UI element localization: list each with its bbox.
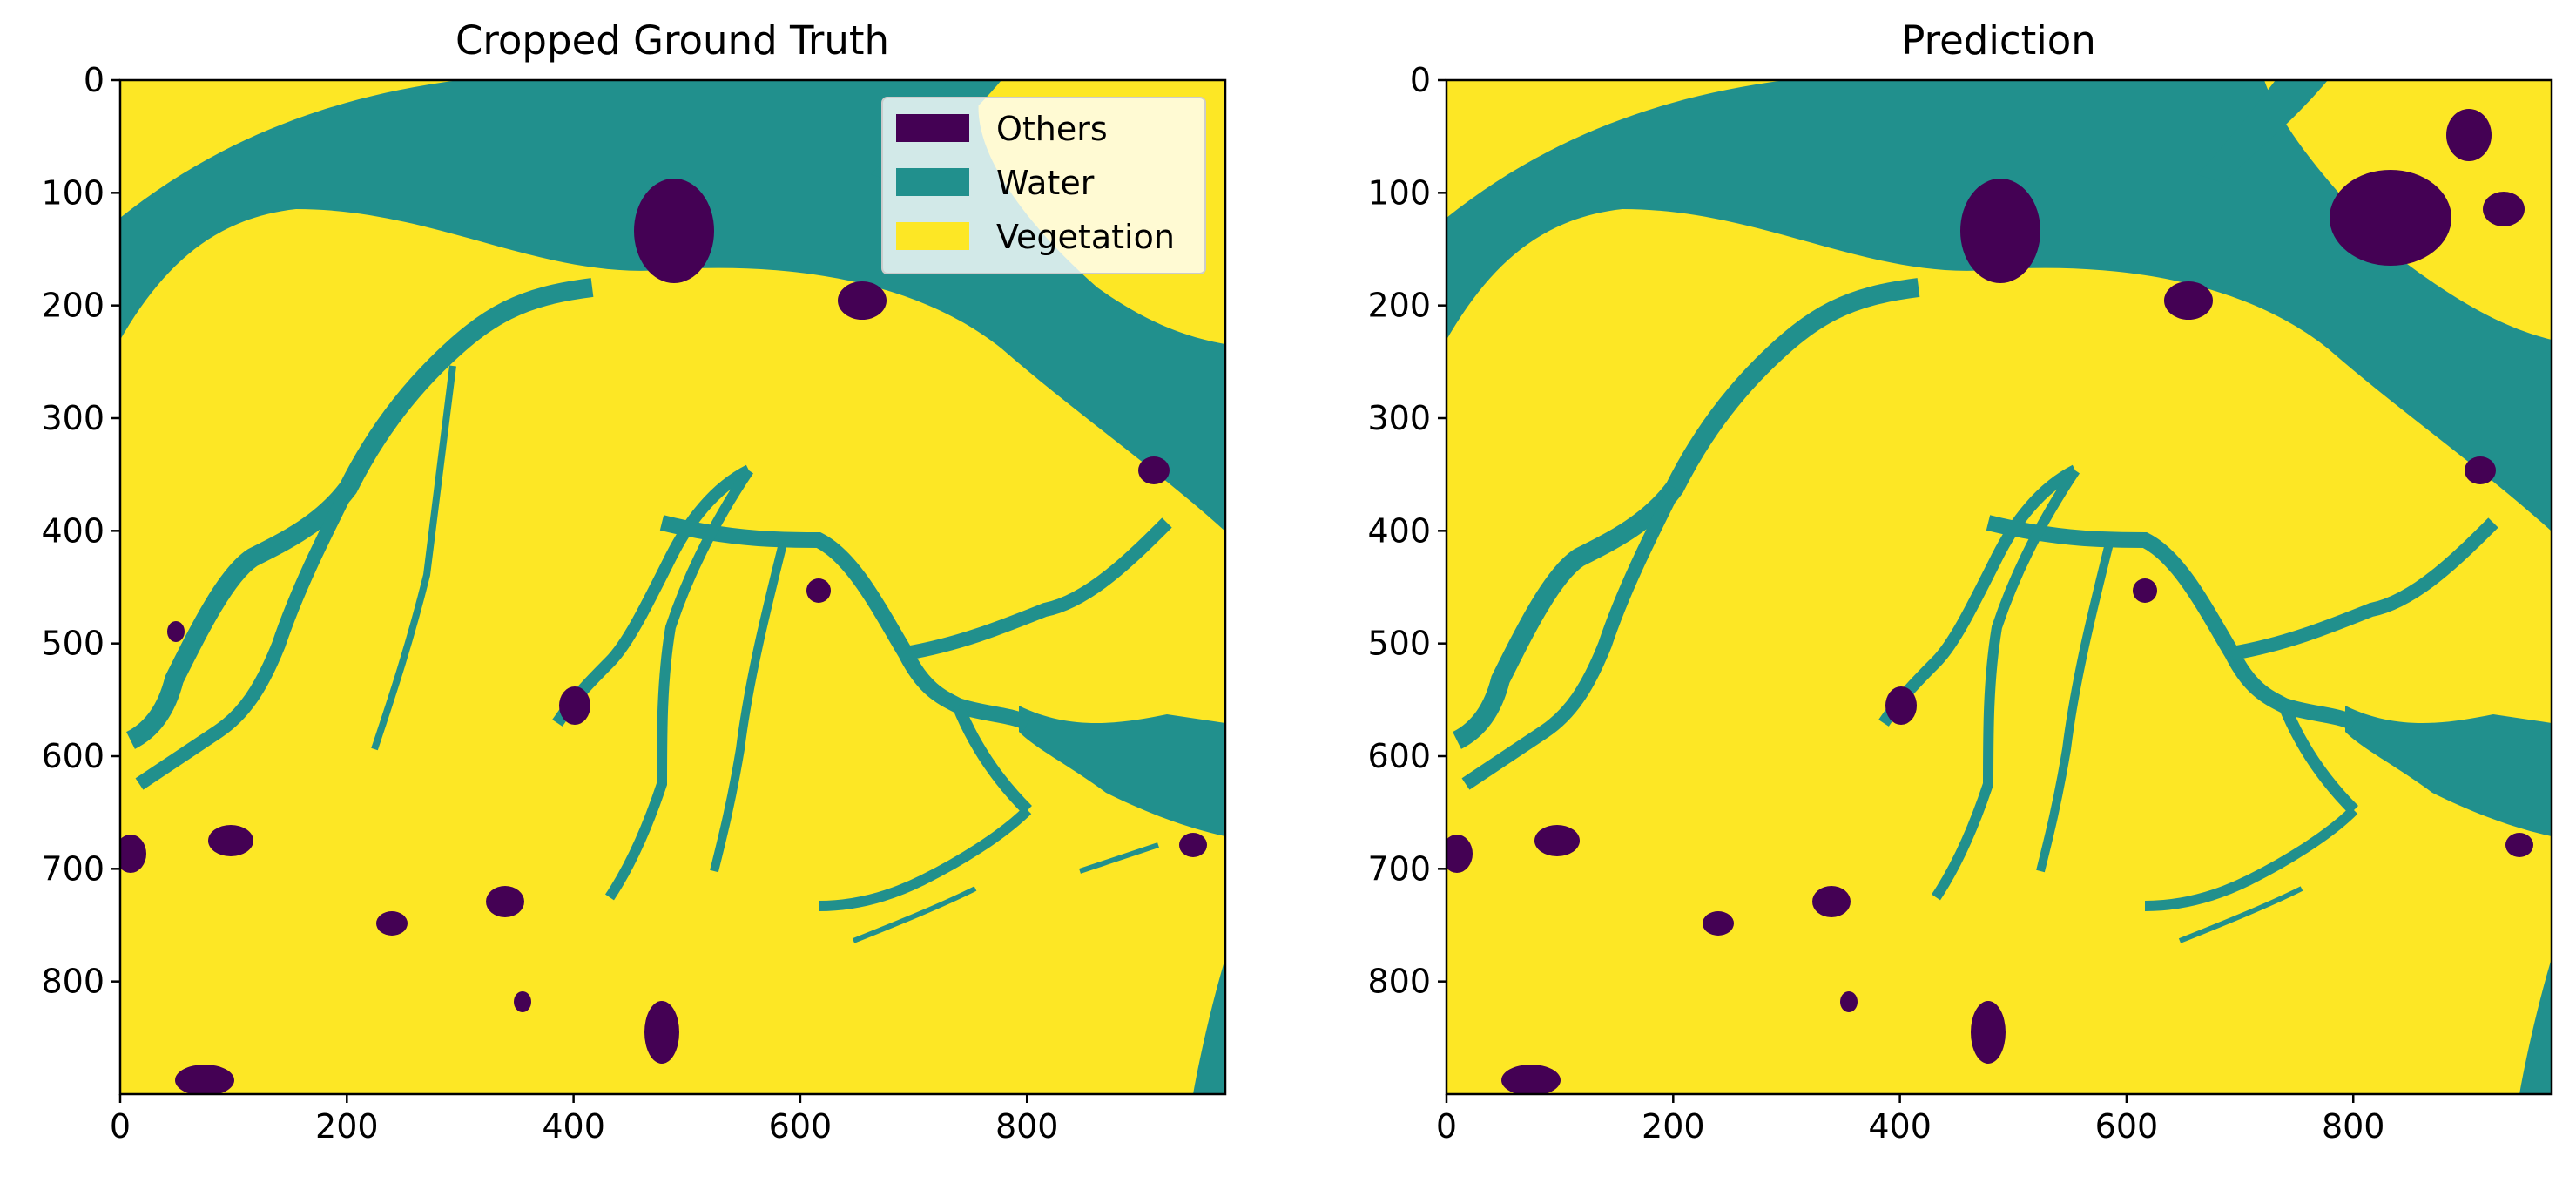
y-tick-label: 200 xyxy=(1367,287,1431,325)
water-region xyxy=(2519,958,2552,1094)
legend: Others Water Vegetation xyxy=(881,97,1206,274)
y-tick-label: 800 xyxy=(41,963,105,1001)
y-tick-label: 700 xyxy=(41,849,105,888)
panel-title: Cropped Ground Truth xyxy=(455,17,889,64)
y-tick-label: 300 xyxy=(1367,399,1431,437)
x-tick-label: 200 xyxy=(315,1107,379,1146)
legend-label-water: Water xyxy=(996,164,1095,202)
x-tick-label: 800 xyxy=(2322,1107,2385,1146)
legend-label-vegetation: Vegetation xyxy=(996,218,1175,256)
water-region xyxy=(1193,958,1225,1094)
y-tick-label: 400 xyxy=(41,511,105,550)
y-tick-label: 100 xyxy=(1367,173,1431,212)
y-tick-label: 0 xyxy=(1410,61,1431,99)
y-tick-label: 700 xyxy=(1367,849,1431,888)
x-tick-label: 600 xyxy=(2095,1107,2159,1146)
legend-label-others: Others xyxy=(996,110,1108,148)
x-tick-label: 0 xyxy=(110,1107,131,1146)
y-tick-label: 600 xyxy=(41,737,105,775)
y-tick-label: 500 xyxy=(41,625,105,663)
water-channels xyxy=(1452,278,2498,943)
ground-truth-panel: Cropped Ground Truth xyxy=(41,17,1227,1146)
water-channels xyxy=(125,278,1172,943)
x-tick-label: 400 xyxy=(1868,1107,1932,1146)
y-tick-label: 0 xyxy=(84,61,105,99)
x-tick-label: 600 xyxy=(769,1107,833,1146)
panel-title: Prediction xyxy=(1901,17,2096,64)
x-tick-label: 800 xyxy=(995,1107,1059,1146)
water-region xyxy=(2197,80,2328,183)
others-regions xyxy=(1446,109,2533,1094)
y-tick-label: 200 xyxy=(41,287,105,325)
y-tick-label: 100 xyxy=(41,173,105,212)
segmentation-map xyxy=(1446,80,2552,1094)
water-region xyxy=(2345,706,2552,836)
y-tick-label: 300 xyxy=(41,399,105,437)
axes-frame xyxy=(1445,78,2553,1096)
legend-swatch-others xyxy=(896,114,969,142)
y-tick-label: 600 xyxy=(1367,737,1431,775)
x-tick-label: 400 xyxy=(542,1107,605,1146)
axes-frame xyxy=(118,78,1227,1096)
water-region xyxy=(1019,706,1225,836)
x-tick-label: 200 xyxy=(1642,1107,1705,1146)
y-tick-label: 800 xyxy=(1367,963,1431,1001)
y-tick-label: 400 xyxy=(1367,511,1431,550)
y-tick-label: 500 xyxy=(1367,625,1431,663)
prediction-panel: Prediction xyxy=(1367,17,2553,1146)
legend-swatch-vegetation xyxy=(896,222,969,250)
water-region xyxy=(1446,80,2552,531)
legend-swatch-water xyxy=(896,168,969,196)
x-tick-label: 0 xyxy=(1436,1107,1457,1146)
others-regions xyxy=(120,179,1207,1094)
